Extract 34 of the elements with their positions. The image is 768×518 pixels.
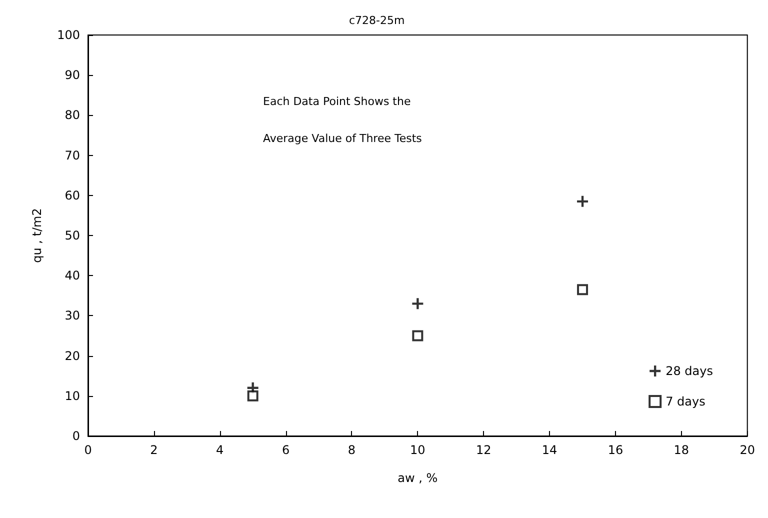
x-tick-label: 20 [740, 443, 756, 457]
x-tick-label: 18 [674, 443, 690, 457]
y-tick-label: 100 [57, 28, 80, 42]
point [412, 330, 424, 342]
x-tick-label: 8 [348, 443, 356, 457]
y-tick-label: 50 [64, 228, 80, 242]
y-tick-label: 0 [72, 429, 80, 443]
x-tick-label: 12 [476, 443, 492, 457]
x-tick-label: 4 [216, 443, 224, 457]
annotation: Average Value of Three Tests [263, 132, 422, 145]
y-tick-label: 30 [64, 308, 80, 323]
y-tick-label: 70 [64, 148, 80, 162]
y-tick-label: 90 [64, 68, 80, 82]
x-tick-label: 6 [282, 443, 290, 457]
x-tick-label: 0 [84, 443, 92, 457]
y-tick-label: 40 [64, 268, 80, 283]
legend-label: 28 days [666, 364, 714, 378]
point [577, 284, 588, 296]
y-tick-label: 80 [64, 108, 80, 122]
point [577, 196, 588, 207]
y-axis-title: qu , t/m2 [30, 208, 44, 263]
x-tick-label: 2 [150, 443, 158, 457]
chart-title: c728-25m [349, 14, 405, 27]
y-tick-label: 20 [64, 348, 80, 363]
x-tick-label: 10 [410, 443, 426, 457]
y-tick-label: 60 [64, 188, 80, 202]
point [412, 298, 424, 310]
y-tick-label: 10 [64, 388, 80, 403]
point [247, 390, 258, 402]
legend-label: 7 days [666, 394, 706, 408]
x-tick-label: 14 [542, 443, 558, 457]
annotation: Each Data Point Shows the [263, 95, 411, 108]
x-axis-title: aw , % [398, 471, 438, 485]
x-tick-label: 16 [608, 443, 624, 457]
